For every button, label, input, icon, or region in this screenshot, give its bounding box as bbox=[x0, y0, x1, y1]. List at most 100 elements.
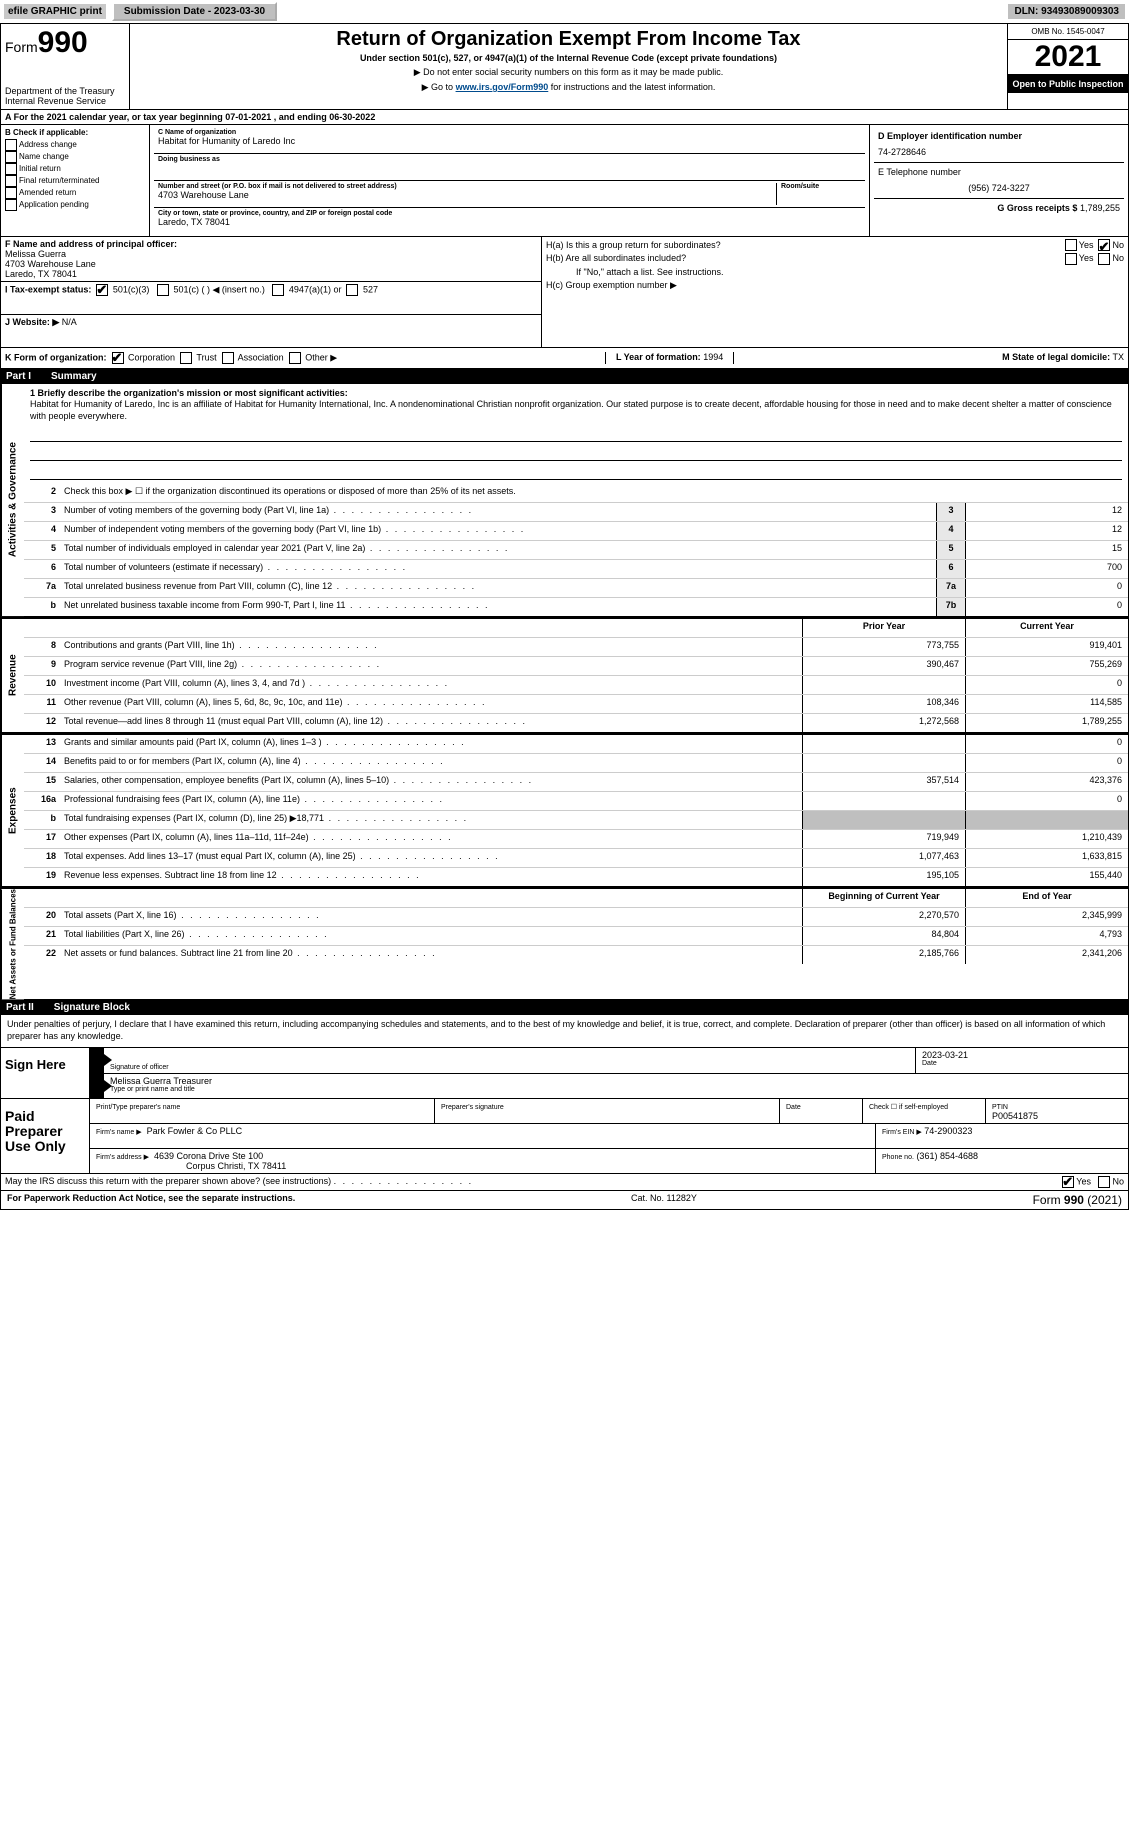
table-row: 14Benefits paid to or for members (Part … bbox=[24, 754, 1128, 773]
table-row: 18Total expenses. Add lines 13–17 (must … bbox=[24, 849, 1128, 868]
table-row: 11Other revenue (Part VIII, column (A), … bbox=[24, 695, 1128, 714]
part-2-num: Part II bbox=[6, 1002, 34, 1013]
hb-no[interactable] bbox=[1098, 253, 1110, 265]
phone-label: E Telephone number bbox=[878, 167, 1120, 177]
h-b-note: If "No," attach a list. See instructions… bbox=[546, 266, 1124, 280]
chk-501c3[interactable] bbox=[96, 284, 108, 296]
self-employed-cell[interactable]: Check ☐ if self-employed bbox=[863, 1099, 986, 1123]
mission-text: Habitat for Humanity of Laredo, Inc is a… bbox=[30, 399, 1112, 421]
form-page-label: Form 990 (2021) bbox=[1033, 1193, 1122, 1207]
chk-trust[interactable] bbox=[180, 352, 192, 364]
line-2: 2 Check this box ▶ ☐ if the organization… bbox=[24, 484, 1128, 503]
table-row: 17Other expenses (Part IX, column (A), l… bbox=[24, 830, 1128, 849]
cat-no: Cat. No. 11282Y bbox=[631, 1193, 697, 1207]
irs-link[interactable]: www.irs.gov/Form990 bbox=[456, 82, 549, 92]
firm-phone-cell: Phone no. (361) 854-4688 bbox=[876, 1149, 1128, 1173]
page-footer: For Paperwork Reduction Act Notice, see … bbox=[0, 1191, 1129, 1210]
table-row: 13Grants and similar amounts paid (Part … bbox=[24, 735, 1128, 754]
chk-final[interactable]: Final return/terminated bbox=[5, 175, 145, 187]
h-c-label: H(c) Group exemption number ▶ bbox=[546, 279, 1124, 293]
sig-arrow-icon bbox=[90, 1048, 104, 1073]
officer-name: Melissa Guerra bbox=[5, 249, 66, 259]
form-title: Return of Organization Exempt From Incom… bbox=[136, 28, 1001, 51]
chk-501c[interactable] bbox=[157, 284, 169, 296]
table-row: 21Total liabilities (Part X, line 26)84,… bbox=[24, 927, 1128, 946]
part-1-num: Part I bbox=[6, 371, 31, 382]
revenue-section: Revenue Prior Year Current Year 8Contrib… bbox=[0, 617, 1129, 733]
top-bar: efile GRAPHIC print Submission Date - 20… bbox=[0, 0, 1129, 24]
form-subtitle: Under section 501(c), 527, or 4947(a)(1)… bbox=[136, 53, 1001, 63]
netassets-header-row: Beginning of Current Year End of Year bbox=[24, 889, 1128, 908]
box-j: J Website: ▶ N/A bbox=[1, 315, 541, 347]
form-header: Form990 Department of the Treasury Inter… bbox=[0, 24, 1129, 110]
col-header-row: Prior Year Current Year bbox=[24, 619, 1128, 638]
discuss-question: May the IRS discuss this return with the… bbox=[5, 1176, 331, 1186]
phone-value: (956) 724-3227 bbox=[878, 183, 1120, 193]
box-deg: D Employer identification number 74-2728… bbox=[869, 125, 1128, 236]
h-a-label: H(a) Is this a group return for subordin… bbox=[546, 240, 721, 250]
chk-initial[interactable]: Initial return bbox=[5, 163, 145, 175]
mission-q: 1 Briefly describe the organization's mi… bbox=[30, 388, 348, 398]
box-i-label: I Tax-exempt status: bbox=[5, 284, 91, 294]
box-m: M State of legal domicile: TX bbox=[1002, 352, 1124, 364]
street-value: 4703 Warehouse Lane bbox=[158, 190, 776, 200]
begin-year-hdr: Beginning of Current Year bbox=[802, 889, 966, 907]
chk-pending[interactable]: Application pending bbox=[5, 199, 145, 211]
goto-prefix: ▶ Go to bbox=[422, 82, 456, 92]
table-row: 6Total number of volunteers (estimate if… bbox=[24, 560, 1128, 579]
chk-name[interactable]: Name change bbox=[5, 151, 145, 163]
preparer-sig-cell[interactable]: Preparer's signature bbox=[435, 1099, 780, 1123]
end-year-hdr: End of Year bbox=[966, 889, 1128, 907]
firm-name-cell: Firm's name ▶ Park Fowler & Co PLLC bbox=[90, 1124, 876, 1148]
preparer-date-cell[interactable]: Date bbox=[780, 1099, 863, 1123]
goto-line: ▶ Go to www.irs.gov/Form990 for instruct… bbox=[136, 82, 1001, 93]
omb-number: OMB No. 1545-0047 bbox=[1008, 24, 1128, 40]
officer-signature-cell[interactable]: Signature of officer bbox=[104, 1048, 916, 1073]
part-1-title: Summary bbox=[51, 371, 97, 382]
chk-assoc[interactable] bbox=[222, 352, 234, 364]
table-row: 12Total revenue—add lines 8 through 11 (… bbox=[24, 714, 1128, 732]
preparer-name-cell[interactable]: Print/Type preparer's name bbox=[90, 1099, 435, 1123]
part-2-header: Part II Signature Block bbox=[0, 1000, 1129, 1015]
discuss-no[interactable] bbox=[1098, 1176, 1110, 1188]
box-f-label: F Name and address of principal officer: bbox=[5, 239, 177, 249]
table-row: 20Total assets (Part X, line 16)2,270,57… bbox=[24, 908, 1128, 927]
chk-amended[interactable]: Amended return bbox=[5, 187, 145, 199]
chk-4947[interactable] bbox=[272, 284, 284, 296]
submission-date-button[interactable]: Submission Date - 2023-03-30 bbox=[112, 2, 277, 21]
ha-yes[interactable] bbox=[1065, 239, 1077, 251]
chk-address[interactable]: Address change bbox=[5, 139, 145, 151]
paid-preparer-block: Paid Preparer Use Only Print/Type prepar… bbox=[0, 1099, 1129, 1174]
vtab-governance: Activities & Governance bbox=[1, 384, 24, 616]
table-row: 22Net assets or fund balances. Subtract … bbox=[24, 946, 1128, 964]
fh-block: F Name and address of principal officer:… bbox=[0, 237, 1129, 348]
ha-no[interactable] bbox=[1098, 239, 1110, 251]
chk-corp[interactable] bbox=[112, 352, 124, 364]
discuss-row: May the IRS discuss this return with the… bbox=[0, 1174, 1129, 1191]
irs-label: Internal Revenue Service bbox=[5, 97, 125, 107]
firm-ein-cell: Firm's EIN ▶ 74-2900323 bbox=[876, 1124, 1128, 1148]
box-l: L Year of formation: 1994 bbox=[605, 352, 734, 364]
paperwork-notice: For Paperwork Reduction Act Notice, see … bbox=[7, 1193, 295, 1207]
blank-line bbox=[30, 427, 1122, 442]
sign-here-block: Sign Here Signature of officer 2023-03-2… bbox=[0, 1048, 1129, 1099]
hb-yes[interactable] bbox=[1065, 253, 1077, 265]
discuss-yes[interactable] bbox=[1062, 1176, 1074, 1188]
tax-year: 2021 bbox=[1008, 40, 1128, 75]
part-2-title: Signature Block bbox=[54, 1002, 130, 1013]
table-row: bNet unrelated business taxable income f… bbox=[24, 598, 1128, 616]
goto-suffix: for instructions and the latest informat… bbox=[548, 82, 715, 92]
city-value: Laredo, TX 78041 bbox=[158, 217, 861, 227]
ptin-cell: PTIN P00541875 bbox=[986, 1099, 1128, 1123]
dln-label: DLN: 93493089009303 bbox=[1008, 4, 1125, 19]
box-b-label: B Check if applicable: bbox=[5, 127, 145, 139]
firm-addr-cell: Firm's address ▶ 4639 Corona Drive Ste 1… bbox=[90, 1149, 876, 1173]
table-row: 16aProfessional fundraising fees (Part I… bbox=[24, 792, 1128, 811]
ein-value: 74-2728646 bbox=[878, 147, 1120, 157]
period-text: A For the 2021 calendar year, or tax yea… bbox=[1, 110, 1128, 124]
vtab-netassets: Net Assets or Fund Balances bbox=[1, 889, 24, 999]
chk-527[interactable] bbox=[346, 284, 358, 296]
table-row: 8Contributions and grants (Part VIII, li… bbox=[24, 638, 1128, 657]
table-row: 4Number of independent voting members of… bbox=[24, 522, 1128, 541]
chk-other[interactable] bbox=[289, 352, 301, 364]
